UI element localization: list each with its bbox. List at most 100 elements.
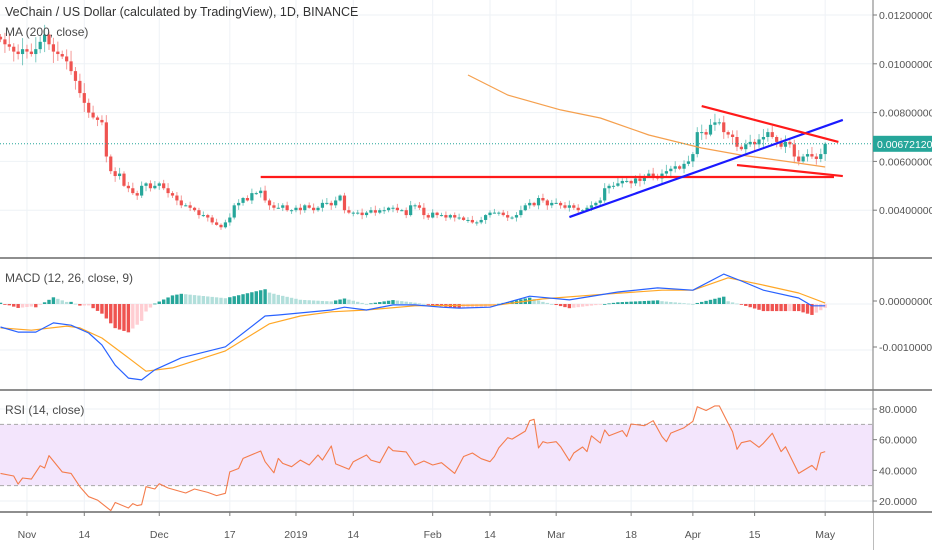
candle[interactable] [100,115,104,126]
time-axis[interactable] [0,513,873,550]
candle[interactable] [814,153,818,165]
candle[interactable] [360,208,364,220]
candle[interactable] [43,24,47,53]
candle[interactable] [91,105,95,120]
candle[interactable] [197,207,201,219]
candle[interactable] [519,205,523,218]
candle[interactable] [65,49,69,70]
candle[interactable] [735,130,739,152]
candle[interactable] [466,217,470,223]
candle[interactable] [60,50,64,59]
candle[interactable] [179,195,183,209]
candle[interactable] [338,194,342,202]
candle[interactable] [334,196,338,209]
candle[interactable] [545,198,549,210]
candle[interactable] [153,181,157,190]
candle[interactable] [550,199,554,209]
candle[interactable] [131,182,135,195]
candle[interactable] [470,215,474,224]
candle[interactable] [669,165,673,178]
trendline[interactable] [569,118,844,219]
candle[interactable] [122,171,126,188]
candle[interactable] [770,125,774,139]
candle[interactable] [34,37,38,63]
candle[interactable] [431,209,435,219]
candle[interactable] [475,220,479,226]
candle[interactable] [713,113,717,131]
candle[interactable] [364,210,369,218]
candle[interactable] [792,139,796,164]
candle[interactable] [391,205,395,213]
candle[interactable] [188,201,192,212]
candle[interactable] [135,190,139,200]
candle[interactable] [457,213,461,220]
candle[interactable] [219,223,223,230]
candle[interactable] [603,183,607,203]
candle[interactable] [766,128,770,142]
candle[interactable] [757,134,761,148]
candle[interactable] [805,149,810,162]
candle[interactable] [342,192,347,214]
candle[interactable] [461,215,466,221]
candle[interactable] [783,135,788,153]
candle[interactable] [347,206,351,215]
candle[interactable] [232,203,236,220]
candle[interactable] [289,209,294,214]
candle[interactable] [726,130,730,139]
candle[interactable] [536,195,541,210]
candle[interactable] [730,130,735,145]
candle[interactable] [801,153,805,163]
candle[interactable] [20,38,25,66]
candle[interactable] [250,188,254,204]
candle[interactable] [616,177,620,188]
candle[interactable] [210,214,214,225]
candle[interactable] [810,146,814,159]
macd-line[interactable] [0,273,826,381]
candle[interactable] [307,202,311,209]
candle[interactable] [700,124,704,140]
candle[interactable] [492,208,497,214]
candle[interactable] [691,151,695,168]
candle[interactable] [673,161,677,173]
candle[interactable] [157,181,161,190]
candle[interactable] [386,206,391,213]
candle[interactable] [484,214,488,224]
candle[interactable] [378,208,382,215]
candle[interactable] [192,206,197,212]
candle[interactable] [704,129,708,140]
candle[interactable] [166,183,170,198]
candle[interactable] [329,200,333,210]
candle[interactable] [78,73,82,98]
candle[interactable] [779,137,783,150]
candle[interactable] [611,181,616,190]
ma-line[interactable] [467,74,826,168]
macd-signal-line[interactable] [0,277,826,372]
candle[interactable] [56,41,60,61]
candle[interactable] [651,167,655,181]
candle[interactable] [126,181,130,193]
candle[interactable] [95,115,100,127]
candle[interactable] [241,196,245,206]
candle[interactable] [823,142,827,161]
candle[interactable] [744,139,748,155]
candle[interactable] [686,155,691,167]
candle[interactable] [620,178,624,188]
candle[interactable] [775,135,779,148]
candle[interactable] [695,127,699,158]
candle[interactable] [356,209,360,215]
ma-legend[interactable]: MA (200, close) [5,25,89,39]
candle[interactable] [214,218,219,226]
candle[interactable] [254,191,258,195]
candle[interactable] [117,167,122,180]
candle[interactable] [717,118,721,126]
candle[interactable] [237,199,241,210]
candle[interactable] [162,179,166,191]
candle[interactable] [148,180,153,192]
candle[interactable] [395,203,399,213]
candle[interactable] [245,195,250,202]
candle[interactable] [82,83,86,112]
candle[interactable] [413,203,417,210]
candle[interactable] [554,198,558,204]
price-pane[interactable] [0,24,873,230]
